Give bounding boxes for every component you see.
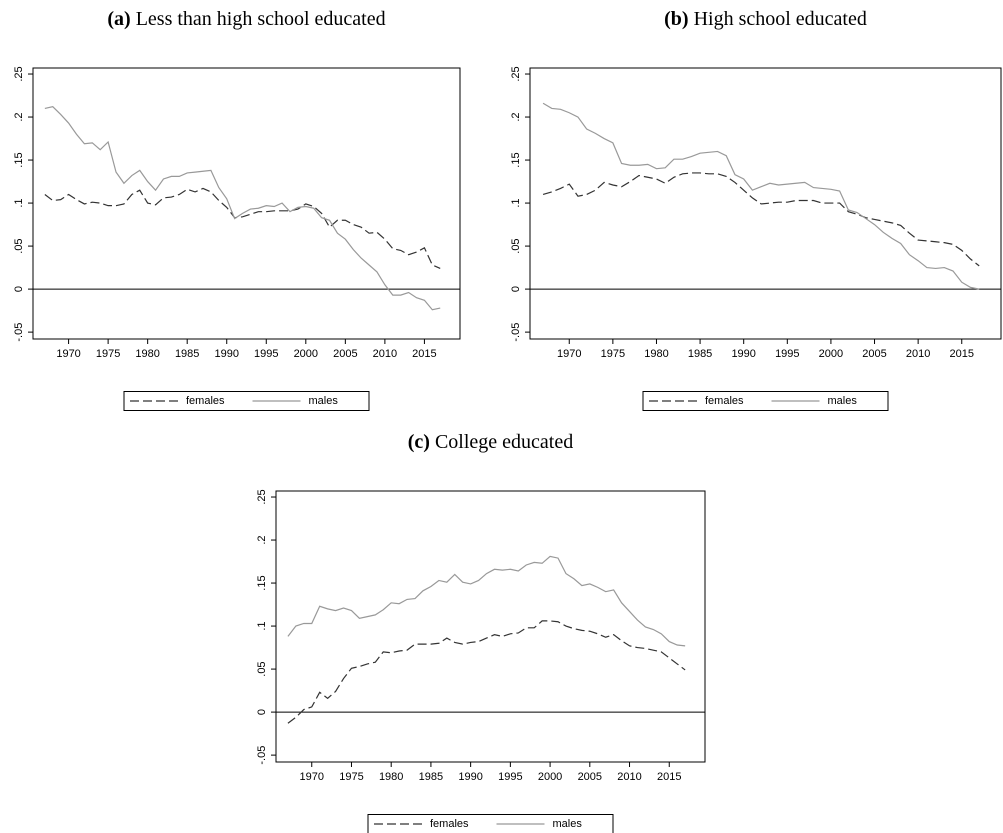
y-tick-label: .05 bbox=[13, 238, 25, 253]
y-tick-label: .1 bbox=[510, 198, 522, 207]
plot-frame bbox=[275, 490, 706, 763]
panel-label: (c) bbox=[408, 431, 430, 453]
plot-frame bbox=[32, 67, 461, 340]
x-tick-label: 1970 bbox=[56, 348, 80, 360]
x-tick-label: 2015 bbox=[412, 348, 436, 360]
x-tick-label: 1985 bbox=[175, 348, 199, 360]
x-tick-label: 1990 bbox=[458, 771, 482, 783]
legend-label: females bbox=[430, 818, 469, 830]
series-line bbox=[542, 172, 980, 267]
x-tick-label: 2005 bbox=[333, 348, 357, 360]
y-tick-label: .2 bbox=[256, 535, 268, 544]
x-tick-label: 1975 bbox=[96, 348, 120, 360]
x-tick-label: 1985 bbox=[688, 348, 712, 360]
x-tick-label: 2005 bbox=[578, 771, 602, 783]
legend-label: females bbox=[186, 395, 225, 407]
legend-label: males bbox=[309, 395, 339, 407]
x-tick-label: 1975 bbox=[601, 348, 625, 360]
x-tick-label: 2000 bbox=[538, 771, 562, 783]
legend-label: females bbox=[705, 395, 744, 407]
x-tick-label: 1990 bbox=[731, 348, 755, 360]
x-tick-label: 1970 bbox=[300, 771, 324, 783]
legend-label: males bbox=[553, 818, 583, 830]
title: College educated bbox=[435, 431, 573, 453]
series-line bbox=[44, 187, 441, 270]
title: High school educated bbox=[694, 8, 867, 30]
y-tick-label: -.05 bbox=[256, 746, 268, 765]
x-tick-label: 1970 bbox=[557, 348, 581, 360]
x-tick-label: 2010 bbox=[373, 348, 397, 360]
x-tick-label: 1995 bbox=[498, 771, 522, 783]
series-line bbox=[44, 106, 441, 311]
panel-label: (b) bbox=[664, 8, 688, 30]
x-tick-label: 1980 bbox=[379, 771, 403, 783]
x-tick-label: 2015 bbox=[950, 348, 974, 360]
y-tick-label: .15 bbox=[256, 575, 268, 590]
legend-box bbox=[123, 391, 370, 411]
x-tick-label: 1980 bbox=[644, 348, 668, 360]
panel-label: (a) bbox=[107, 8, 130, 30]
y-tick-label: -.05 bbox=[13, 323, 25, 342]
y-tick-label: .2 bbox=[13, 112, 25, 121]
y-tick-label: .25 bbox=[13, 66, 25, 81]
y-tick-label: .25 bbox=[510, 66, 522, 81]
panel-title: (b) High school educated bbox=[664, 8, 867, 30]
x-tick-label: 2005 bbox=[862, 348, 886, 360]
series-line bbox=[287, 555, 686, 647]
series-line bbox=[287, 620, 686, 724]
x-tick-label: 1985 bbox=[419, 771, 443, 783]
panel-title: (a) Less than high school educated bbox=[107, 8, 385, 30]
x-tick-label: 2010 bbox=[617, 771, 641, 783]
x-tick-label: 1990 bbox=[214, 348, 238, 360]
y-tick-label: .25 bbox=[256, 489, 268, 504]
x-tick-label: 2010 bbox=[906, 348, 930, 360]
y-tick-label: .15 bbox=[13, 152, 25, 167]
y-tick-label: 0 bbox=[510, 286, 522, 292]
x-tick-label: 2000 bbox=[294, 348, 318, 360]
x-tick-label: 1995 bbox=[775, 348, 799, 360]
panel-title: (c) College educated bbox=[408, 431, 573, 453]
x-tick-label: 1975 bbox=[339, 771, 363, 783]
legend-box bbox=[642, 391, 889, 411]
y-tick-label: -.05 bbox=[510, 323, 522, 342]
legend-label: males bbox=[828, 395, 858, 407]
y-tick-label: .1 bbox=[13, 198, 25, 207]
y-tick-label: .2 bbox=[510, 112, 522, 121]
y-tick-label: 0 bbox=[256, 709, 268, 715]
legend-box bbox=[367, 814, 614, 833]
title: Less than high school educated bbox=[136, 8, 386, 30]
x-tick-label: 2015 bbox=[657, 771, 681, 783]
y-tick-label: .15 bbox=[510, 152, 522, 167]
x-tick-label: 2000 bbox=[819, 348, 843, 360]
x-tick-label: 1980 bbox=[135, 348, 159, 360]
x-tick-label: 1995 bbox=[254, 348, 278, 360]
y-tick-label: .05 bbox=[256, 661, 268, 676]
series-line bbox=[542, 102, 980, 290]
y-tick-label: 0 bbox=[13, 286, 25, 292]
y-tick-label: .05 bbox=[510, 238, 522, 253]
y-tick-label: .1 bbox=[256, 621, 268, 630]
